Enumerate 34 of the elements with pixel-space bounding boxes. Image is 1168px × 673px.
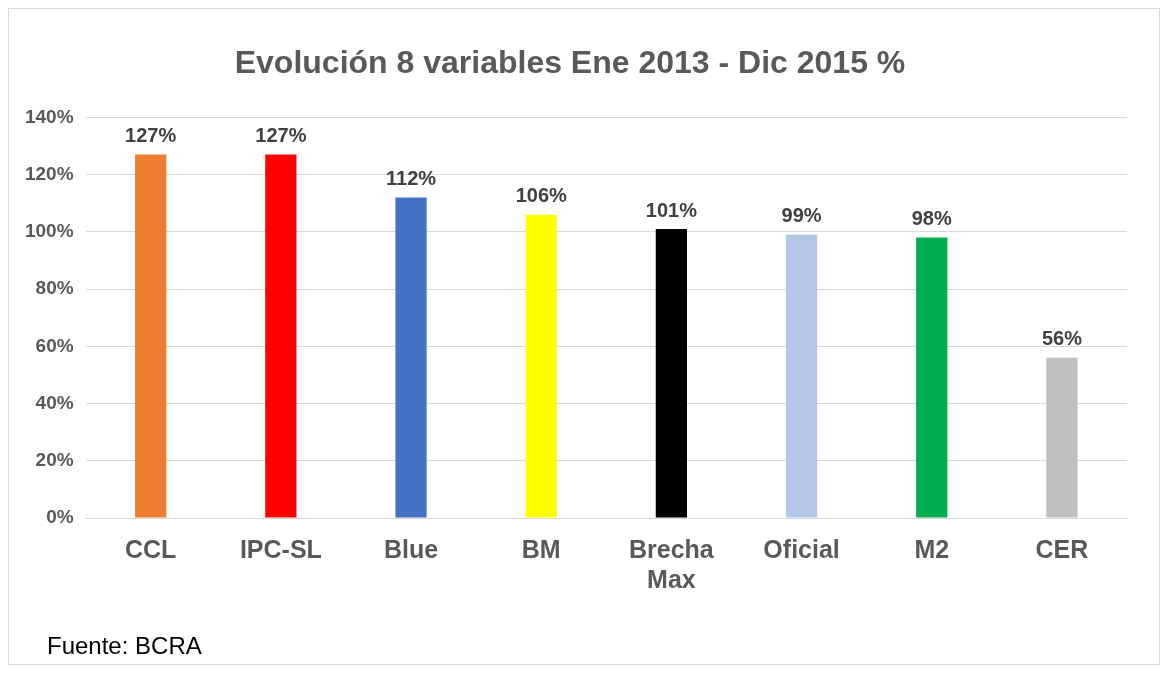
y-tick-label: 80% (35, 277, 74, 299)
y-tick-label: 40% (35, 391, 74, 413)
data-label: 101% (645, 198, 698, 221)
y-tick-label: 100% (24, 220, 74, 242)
x-tick-label: IPC-SL (239, 534, 322, 563)
y-tick-label: 140% (24, 105, 74, 127)
bar (525, 214, 557, 518)
x-tick-label: CER (1035, 534, 1089, 563)
source-note: Fuente: BCRA (47, 632, 202, 660)
bar (785, 234, 818, 518)
bar (916, 237, 948, 518)
bar (135, 154, 167, 518)
y-tick-label: 120% (24, 162, 74, 184)
data-label: 112% (386, 167, 437, 190)
x-tick-label: M2 (914, 534, 950, 563)
bar (265, 154, 297, 518)
data-label: 56% (1041, 327, 1083, 350)
y-tick-label: 20% (35, 449, 74, 471)
x-tick-label: BM (521, 534, 561, 563)
y-tick-label: 0% (46, 506, 74, 528)
x-tick-label: Oficial (763, 534, 840, 563)
bar (395, 197, 427, 518)
data-label: 99% (781, 204, 822, 227)
x-tick-label: Brecha Max (629, 534, 715, 593)
y-tick-label: 60% (35, 334, 74, 356)
data-label: 127% (125, 124, 177, 147)
bar (1046, 357, 1078, 518)
chart-title: Evolución 8 variables Ene 2013 - Dic 2015 % (234, 44, 906, 81)
x-tick-label: Blue (383, 534, 439, 563)
bar (655, 229, 688, 518)
data-label: 98% (911, 207, 952, 230)
x-tick-label: CCL (124, 534, 177, 563)
data-label: 106% (515, 184, 567, 207)
data-label: 127% (255, 124, 307, 147)
